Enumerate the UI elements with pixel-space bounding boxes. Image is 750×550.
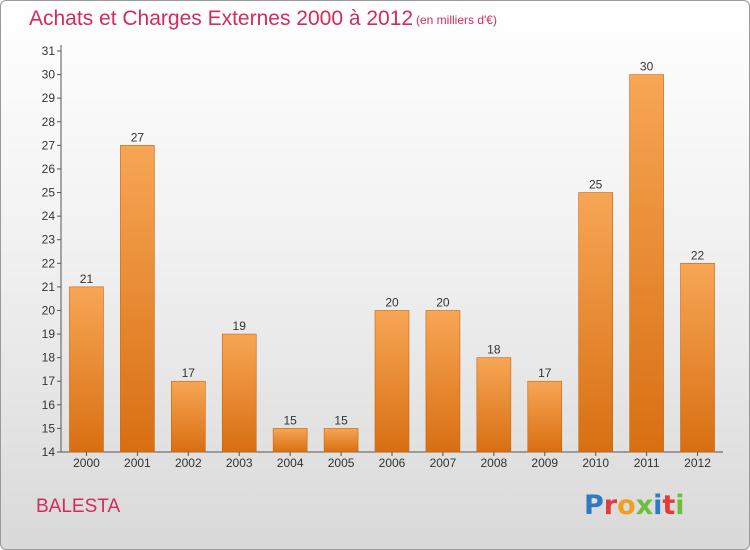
bar-value-label: 15 bbox=[283, 413, 297, 427]
bar bbox=[323, 428, 359, 453]
logo-letter: o bbox=[617, 490, 636, 521]
bar bbox=[221, 333, 257, 453]
y-tick-label: 22 bbox=[42, 256, 56, 270]
y-tick-label: 16 bbox=[42, 398, 56, 412]
y-tick-label: 25 bbox=[42, 186, 56, 200]
x-tick-label: 2000 bbox=[73, 456, 100, 470]
y-tick-label: 28 bbox=[42, 115, 56, 129]
bar-value-label: 21 bbox=[80, 272, 94, 286]
logo-letter: r bbox=[603, 490, 618, 521]
y-tick-label: 14 bbox=[42, 445, 56, 459]
bar bbox=[629, 74, 664, 453]
x-tick-label: 2001 bbox=[124, 456, 151, 470]
bar-value-label: 15 bbox=[334, 413, 348, 427]
logo-letter: P bbox=[584, 490, 604, 521]
x-tick-label: 2007 bbox=[430, 456, 457, 470]
y-tick-label: 18 bbox=[42, 351, 56, 365]
bar bbox=[69, 286, 104, 453]
bar-value-label: 22 bbox=[691, 248, 705, 262]
bar-value-label: 25 bbox=[589, 178, 603, 192]
bar bbox=[425, 310, 461, 453]
y-tick-label: 26 bbox=[42, 162, 56, 176]
commune-name: BALESTA bbox=[36, 496, 121, 517]
bar-value-label: 27 bbox=[131, 130, 145, 144]
y-tick-label: 29 bbox=[42, 91, 56, 105]
bar-value-label: 19 bbox=[233, 319, 247, 333]
bar bbox=[680, 262, 715, 453]
bar-value-label: 17 bbox=[182, 366, 196, 380]
x-tick-label: 2009 bbox=[531, 456, 558, 470]
bar bbox=[476, 357, 512, 453]
x-tick-label: 2005 bbox=[328, 456, 355, 470]
x-tick-label: 2003 bbox=[226, 456, 253, 470]
y-tick-label: 24 bbox=[42, 209, 56, 223]
x-tick-label: 2011 bbox=[634, 456, 660, 470]
bar-value-label: 17 bbox=[538, 366, 552, 380]
x-tick-label: 2004 bbox=[277, 456, 304, 470]
y-tick-label: 19 bbox=[42, 327, 56, 341]
y-tick-label: 27 bbox=[42, 138, 56, 152]
y-tick-label: 21 bbox=[42, 280, 56, 294]
y-tick-label: 31 bbox=[42, 44, 56, 58]
bar bbox=[272, 428, 308, 453]
x-tick-label: 2008 bbox=[480, 456, 507, 470]
x-tick-label: 2012 bbox=[684, 456, 711, 470]
logo-letter: x bbox=[635, 490, 654, 521]
bar-value-label: 20 bbox=[385, 295, 399, 309]
logo-letter: i bbox=[675, 490, 685, 521]
y-tick-label: 30 bbox=[42, 68, 56, 82]
bar bbox=[120, 145, 155, 453]
bar bbox=[527, 380, 563, 453]
x-tick-label: 2006 bbox=[379, 456, 406, 470]
bar bbox=[578, 192, 613, 453]
proxiti-logo[interactable]: Proxiti bbox=[584, 490, 685, 521]
bar bbox=[374, 310, 410, 453]
x-tick-label: 2010 bbox=[582, 456, 609, 470]
x-tick-label: 2002 bbox=[175, 456, 202, 470]
bar-value-label: 20 bbox=[436, 295, 450, 309]
logo-letter: i bbox=[653, 490, 663, 521]
bar-value-label: 18 bbox=[487, 343, 501, 357]
logo-letter: t bbox=[662, 490, 676, 521]
y-tick-label: 20 bbox=[42, 303, 56, 317]
bar-value-label: 30 bbox=[640, 60, 654, 74]
y-tick-label: 17 bbox=[42, 374, 56, 388]
chart-unit-label: (en milliers d'€) bbox=[416, 13, 497, 27]
y-tick-label: 15 bbox=[42, 421, 56, 435]
y-tick-label: 23 bbox=[42, 233, 56, 247]
bar bbox=[171, 380, 206, 453]
chart-title: Achats et Charges Externes 2000 à 2012 bbox=[29, 7, 414, 30]
